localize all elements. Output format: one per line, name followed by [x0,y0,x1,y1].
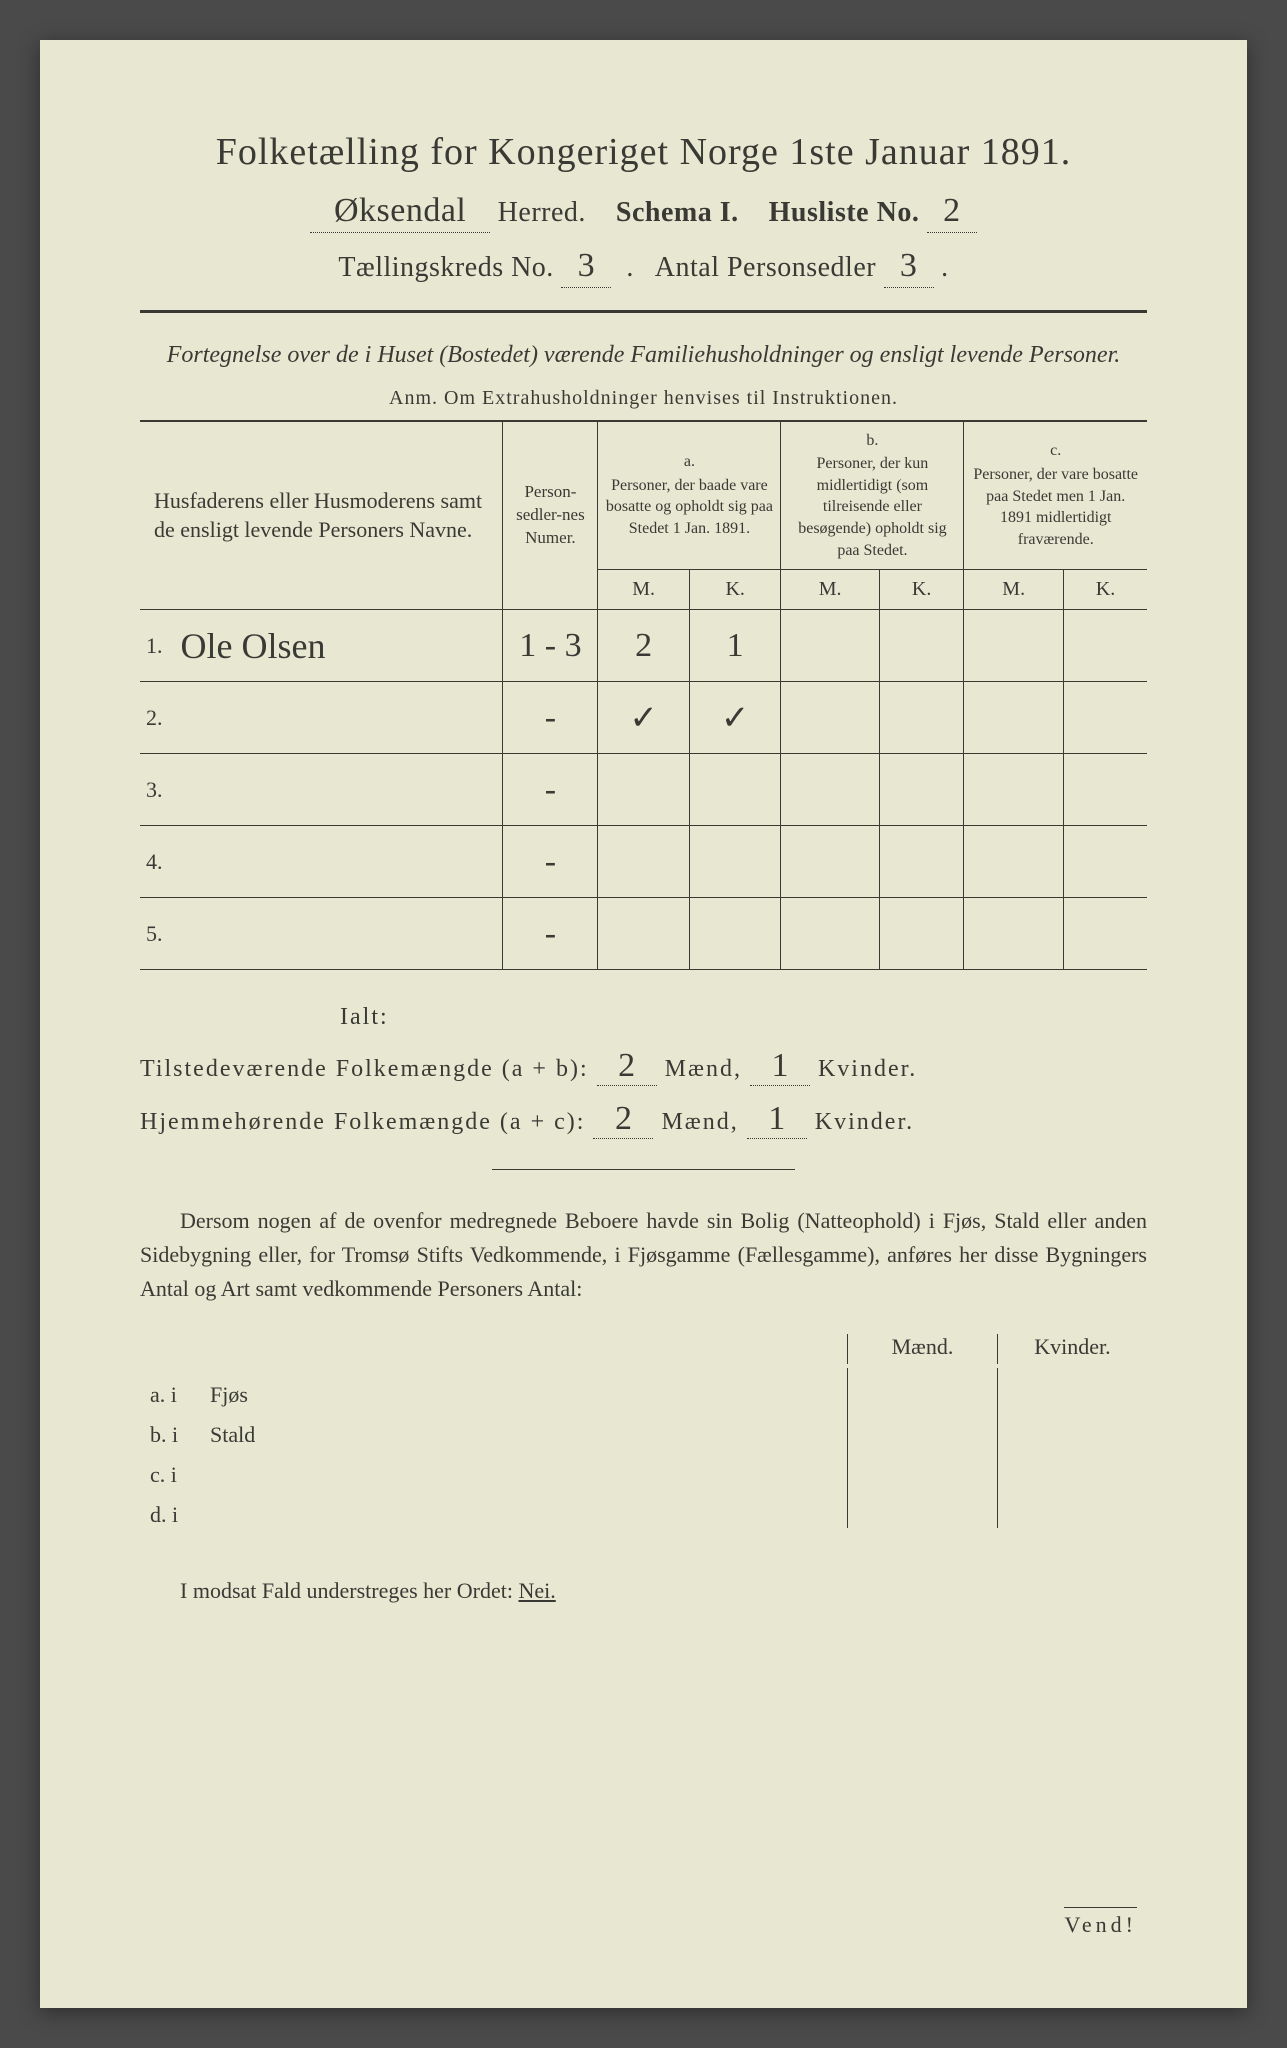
byg-head-m: Mænd. [847,1334,997,1364]
byg-row: c. i [140,1448,1147,1488]
table-row: 5. - [140,898,1147,970]
byg-row: a. i Fjøs [140,1368,1147,1408]
col-a-k: K. [689,570,781,610]
antal-value: 3 [884,247,934,288]
byg-head-k: Kvinder. [997,1334,1147,1364]
herred-line: Øksendal Herred. Schema I. Husliste No. … [140,192,1147,233]
kreds-value: 3 [561,247,611,288]
ialt-label: Ialt: [340,1004,389,1031]
ialt-line-ab: Tilstedeværende Folkemængde (a + b): 2 M… [140,1047,1147,1086]
kreds-line: Tællingskreds No. 3 . Antal Personsedler… [140,247,1147,288]
antal-label: Antal Personsedler [655,252,876,283]
husliste-value: 2 [927,192,977,233]
herred-label: Herred. [498,197,586,228]
table-row: 4. - [140,826,1147,898]
dersom-text: Dersom nogen af de ovenfor medregnede Be… [140,1204,1147,1306]
ac-kvinder: 1 [747,1100,807,1139]
col-b-k: K. [879,570,964,610]
modsat-line: I modsat Fald understreges her Ordet: Ne… [140,1578,1147,1604]
herred-value: Øksendal [310,192,490,233]
col-a: a. Personer, der baade vare bosatte og o… [598,421,781,570]
ialt-block: Ialt: Tilstedeværende Folkemængde (a + b… [140,1004,1147,1139]
byg-row: d. i [140,1488,1147,1528]
building-block: Mænd. Kvinder. a. i Fjøs b. i Stald c. i… [140,1334,1147,1528]
rule-mid [492,1169,794,1170]
rule-thick [140,310,1147,313]
ialt-line-ac: Hjemmehørende Folkemængde (a + c): 2 Mæn… [140,1100,1147,1139]
byg-row: b. i Stald [140,1408,1147,1448]
col-c: c. Personer, der vare bosatte paa Stedet… [964,421,1147,570]
col-c-k: K. [1063,570,1147,610]
col-names: Husfaderens eller Husmoderens samt de en… [140,421,503,610]
col-b: b. Personer, der kun midlertidigt (som t… [781,421,964,570]
ab-kvinder: 1 [750,1047,810,1086]
name-cell: Ole Olsen [169,610,503,682]
ab-maend: 2 [597,1047,657,1086]
col-num: Person-sedler-nes Numer. [503,421,598,610]
table-row: 2. - ✓ ✓ [140,682,1147,754]
household-table: Husfaderens eller Husmoderens samt de en… [140,421,1147,971]
husliste-label: Husliste No. [769,197,920,228]
kreds-label: Tællingskreds No. [338,252,553,283]
census-form-page: Folketælling for Kongeriget Norge 1ste J… [40,40,1247,2008]
fortegnelse-text: Fortegnelse over de i Huset (Bostedet) v… [140,339,1147,373]
col-a-m: M. [598,570,690,610]
anm-text: Anm. Om Extrahusholdninger henvises til … [140,387,1147,410]
col-b-m: M. [781,570,879,610]
table-row: 1. Ole Olsen 1 - 3 2 1 [140,610,1147,682]
nei-word: Nei. [518,1578,555,1603]
vend-label: Vend! [1064,1907,1137,1938]
page-title: Folketælling for Kongeriget Norge 1ste J… [140,130,1147,174]
table-row: 3. - [140,754,1147,826]
byg-header: Mænd. Kvinder. [140,1334,1147,1364]
col-c-m: M. [964,570,1064,610]
ac-maend: 2 [593,1100,653,1139]
schema-label: Schema I. [616,197,739,228]
